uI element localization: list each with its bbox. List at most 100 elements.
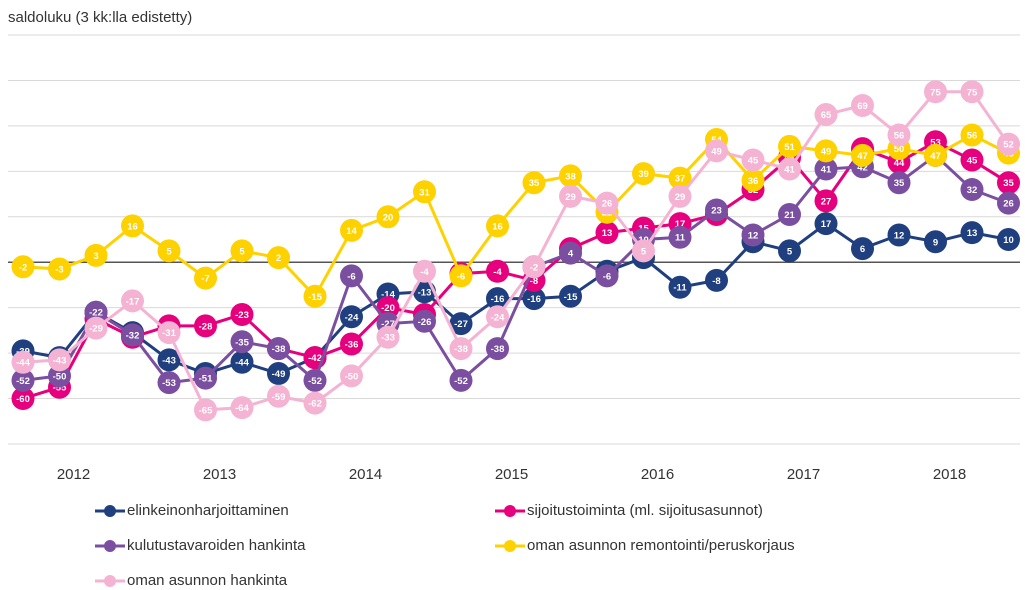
data-label: 12 (748, 230, 759, 241)
marker (340, 305, 363, 329)
x-tick-label: 2016 (641, 466, 674, 483)
marker (157, 348, 181, 372)
data-label: 75 (930, 87, 941, 98)
marker (705, 268, 728, 292)
marker (486, 259, 509, 283)
marker (851, 143, 874, 167)
data-label: 56 (967, 130, 978, 141)
marker (960, 178, 984, 202)
data-label: 47 (930, 151, 941, 162)
data-label: 11 (675, 233, 686, 244)
marker (997, 171, 1020, 195)
marker (887, 171, 911, 195)
marker (960, 148, 984, 172)
data-label: 27 (821, 196, 832, 207)
data-label: -65 (199, 405, 213, 416)
data-label: 26 (1003, 199, 1014, 210)
marker (595, 191, 619, 215)
data-label: -32 (126, 330, 140, 341)
marker (449, 312, 473, 336)
marker (11, 387, 35, 411)
series-line (22, 133, 1010, 299)
marker (632, 162, 655, 186)
x-tick-label: 2013 (203, 466, 236, 483)
data-label: -14 (381, 290, 395, 301)
data-label: -3 (55, 265, 63, 276)
data-label: -64 (235, 403, 249, 414)
marker (84, 243, 108, 267)
data-label: 4 (568, 249, 574, 260)
marker (230, 396, 254, 420)
marker (559, 164, 582, 188)
marker (851, 93, 874, 117)
marker (157, 371, 181, 395)
data-label: 32 (967, 185, 978, 196)
legend-label: kulutustavaroiden hankinta (127, 537, 306, 554)
data-label: 5 (787, 246, 793, 257)
marker (121, 214, 144, 238)
data-label: -38 (454, 344, 468, 355)
marker (376, 296, 400, 320)
data-label: 35 (1003, 178, 1014, 189)
marker (340, 218, 363, 242)
series-line (22, 153, 1010, 385)
data-label: -11 (673, 283, 687, 294)
data-label: -52 (454, 376, 468, 387)
data-label: -43 (162, 355, 176, 366)
data-label: -52 (16, 376, 30, 387)
x-tick-label: 2018 (933, 466, 966, 483)
marker (157, 239, 181, 263)
data-label: 45 (967, 155, 978, 166)
marker (778, 203, 801, 227)
data-label: -33 (381, 333, 395, 344)
marker (340, 264, 363, 288)
data-label: 56 (894, 130, 905, 141)
marker (194, 366, 217, 390)
marker (632, 239, 655, 263)
data-label: -62 (308, 399, 322, 410)
marker (924, 230, 947, 254)
marker (887, 123, 911, 147)
data-label: -8 (530, 276, 538, 287)
marker (303, 368, 327, 392)
data-label: 41 (821, 165, 832, 176)
marker (814, 103, 838, 127)
marker (559, 241, 582, 265)
data-label: 20 (383, 212, 394, 223)
marker (595, 264, 619, 288)
marker (11, 350, 35, 374)
data-label: -16 (527, 294, 541, 305)
data-label: 53 (930, 137, 941, 148)
marker (194, 398, 217, 422)
marker (741, 223, 765, 247)
marker (997, 228, 1020, 251)
x-tick-label: 2017 (787, 466, 820, 483)
legend-marker (504, 505, 516, 517)
data-label: -27 (381, 319, 395, 330)
marker (924, 143, 947, 167)
data-label: -55 (53, 383, 67, 394)
data-label: 5 (166, 246, 172, 257)
data-label: 21 (784, 210, 795, 221)
marker (486, 305, 509, 329)
data-label: -29 (89, 324, 103, 335)
marker (48, 364, 71, 388)
marker (449, 368, 473, 392)
marker (814, 212, 838, 236)
marker (11, 368, 35, 392)
data-label: 49 (711, 146, 722, 157)
data-label: -6 (603, 271, 611, 282)
marker (230, 330, 254, 354)
legend-label: sijoitustoiminta (ml. sijoitusasunnot) (527, 502, 763, 519)
marker (230, 302, 254, 326)
data-label: -24 (491, 312, 505, 323)
data-label: -24 (345, 312, 359, 323)
data-label: 31 (419, 187, 430, 198)
data-label: 35 (894, 178, 905, 189)
marker (267, 384, 290, 408)
data-label: 2 (276, 253, 281, 264)
data-label: 39 (638, 169, 649, 180)
marker (303, 391, 327, 415)
legend-label: elinkeinonharjoittaminen (127, 502, 289, 519)
